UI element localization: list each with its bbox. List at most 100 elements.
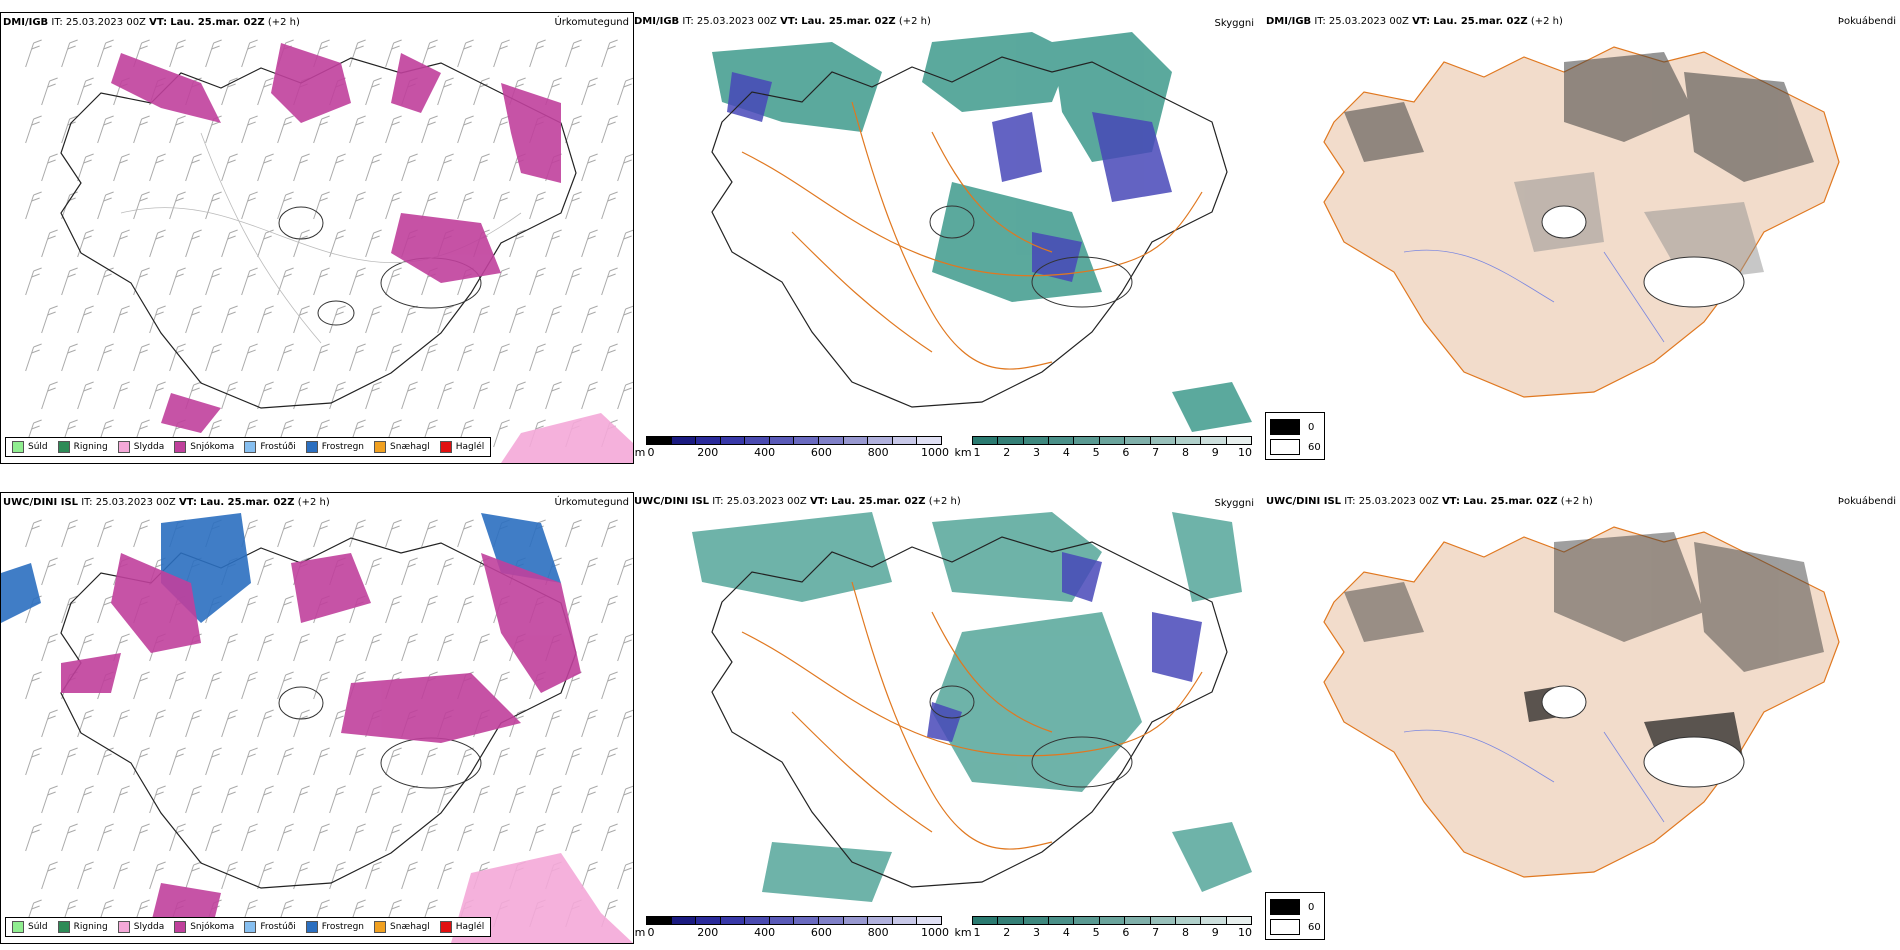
legend-label: Frostregn — [321, 922, 365, 932]
legend-swatch — [12, 921, 24, 933]
colorbar-tick-label: 2 — [1003, 446, 1011, 459]
fog-map-bottom — [1323, 526, 1840, 878]
colorbar-unit: m — [634, 926, 646, 939]
legend-item: Frostregn — [305, 921, 365, 933]
iceland-outline — [60, 537, 577, 889]
fog-panel-top: DMI/IGB IT: 25.03.2023 00Z VT: Lau. 25.m… — [1264, 12, 1900, 462]
legend-item: Haglél — [439, 441, 484, 453]
colorbar-tick-label: 10 — [1238, 926, 1252, 939]
panel-title: UWC/DINI ISL IT: 25.03.2023 00Z VT: Lau.… — [3, 497, 330, 508]
precip-type-map-bottom — [1, 513, 633, 943]
legend-label: Snjókoma — [190, 922, 235, 932]
colorbar-tick-label: 200 — [697, 446, 719, 459]
fog-areas — [1344, 52, 1814, 182]
colorbar-tick-label: 5 — [1092, 926, 1100, 939]
precip-type-panel-top: DMI/IGB IT: 25.03.2023 00Z VT: Lau. 25.m… — [0, 12, 634, 464]
colorbar-segment — [868, 437, 893, 444]
panel-title: UWC/DINI ISL IT: 25.03.2023 00Z VT: Lau.… — [634, 496, 961, 507]
legend-label: Slydda — [133, 922, 165, 932]
cloud-panel-bottom: UWC/DINI ISL IT: 25.03.2023 00Z VT: Lau.… — [632, 492, 1264, 942]
colorbar-strip — [972, 916, 1252, 925]
colorbar-segment — [1074, 917, 1100, 924]
colorbar-segment — [1150, 437, 1176, 444]
colorbar-tick-label: 9 — [1211, 446, 1219, 459]
iceland-outline — [60, 57, 577, 409]
colorbar-segment — [892, 917, 918, 924]
colorbar-segment — [696, 437, 721, 444]
colorbar-tick-label: 9 — [1211, 926, 1219, 939]
legend-swatch — [244, 921, 257, 933]
iceland-outline — [711, 536, 1228, 888]
colorbar-segment — [1099, 917, 1126, 924]
panel-variable-label: Úrkomutegund — [554, 497, 629, 508]
panel-title: DMI/IGB IT: 25.03.2023 00Z VT: Lau. 25.m… — [3, 17, 300, 28]
fog-legend-top-label: 0 — [1308, 901, 1315, 913]
colorbar-segment — [843, 917, 869, 924]
legend-swatch — [117, 921, 130, 933]
colorbar-tick-label: 800 — [867, 926, 889, 939]
legend-swatch — [12, 441, 24, 453]
precip-type-panel-bottom: UWC/DINI ISL IT: 25.03.2023 00Z VT: Lau.… — [0, 492, 634, 944]
panel-title: DMI/IGB IT: 25.03.2023 00Z VT: Lau. 25.m… — [634, 16, 931, 27]
colorbar-segment — [794, 437, 820, 444]
visibility-colorbar: km 1 2 3 4 5 6 7 8 9 10 — [954, 436, 1254, 462]
colorbar-segment — [819, 917, 844, 924]
glaciers — [929, 205, 1133, 308]
precip-type-map-top — [25, 39, 633, 463]
snow-areas — [61, 553, 633, 943]
colorbar-tick-label: 4 — [1062, 926, 1070, 939]
legend-swatch — [57, 441, 70, 453]
legend-item: Snæhagl — [374, 441, 430, 453]
colorbar-segment — [917, 437, 941, 444]
colorbar-tick-label: 1 — [973, 446, 981, 459]
colorbar-segment — [868, 917, 893, 924]
cloud-base-areas — [927, 552, 1202, 742]
colorbar-segment — [998, 917, 1024, 924]
legend-label: Slydda — [133, 442, 165, 452]
cloud-map-top — [711, 32, 1252, 432]
colorbar-tick-label: 4 — [1062, 446, 1070, 459]
legend-item: Snjókoma — [174, 441, 234, 453]
colorbar-tick-label: 600 — [810, 446, 832, 459]
colorbar-tick-label: 800 — [867, 446, 889, 459]
colorbar-segment — [1125, 917, 1151, 924]
panel-variable-label: Úrkomutegund — [554, 17, 629, 28]
visibility-areas — [692, 512, 1252, 902]
legend-swatch — [174, 441, 187, 453]
colorbar-tick-label: 7 — [1152, 446, 1160, 459]
freezing-rain-areas — [1, 513, 561, 623]
colorbar-segment — [1201, 437, 1227, 444]
snow-areas — [111, 43, 633, 463]
colorbar-tick-label: 400 — [754, 446, 776, 459]
glaciers — [1541, 685, 1745, 788]
legend-label: Rigning — [73, 922, 108, 932]
fog-map-top — [1323, 46, 1840, 398]
colorbar-tick-label: 400 — [754, 926, 776, 939]
colorbar-segment — [843, 437, 869, 444]
legend-swatch — [244, 441, 257, 453]
legend-label: Frostúði — [260, 442, 296, 452]
colorbar-tick-label: 2 — [1003, 926, 1011, 939]
colorbar-segment — [745, 437, 770, 444]
colorbar-segment — [1226, 917, 1251, 924]
legend-item: Rigning — [57, 441, 108, 453]
legend-swatch — [439, 441, 452, 453]
legend-swatch — [305, 441, 318, 453]
rivers — [1403, 729, 1665, 823]
colorbar-segment — [1125, 437, 1151, 444]
legend-label: Haglél — [455, 922, 485, 932]
colorbar-tick-label: 1 — [973, 926, 981, 939]
colorbar-strip — [646, 916, 942, 925]
colorbar-segment — [1175, 437, 1202, 444]
legend-item: Súld — [12, 441, 48, 453]
legend-label: Súld — [28, 442, 48, 452]
fog-legend-bottom-label: 60 — [1308, 921, 1321, 933]
iceland-outline — [711, 56, 1228, 408]
colorbar-strip — [972, 436, 1252, 445]
legend-label: Frostúði — [260, 922, 296, 932]
cloud-base-areas — [727, 72, 1172, 282]
legend-item: Frostúði — [244, 441, 296, 453]
legend-item: Haglél — [439, 921, 485, 933]
fog-legend: 0 60 — [1265, 892, 1325, 940]
legend-label: Frostregn — [321, 442, 365, 452]
